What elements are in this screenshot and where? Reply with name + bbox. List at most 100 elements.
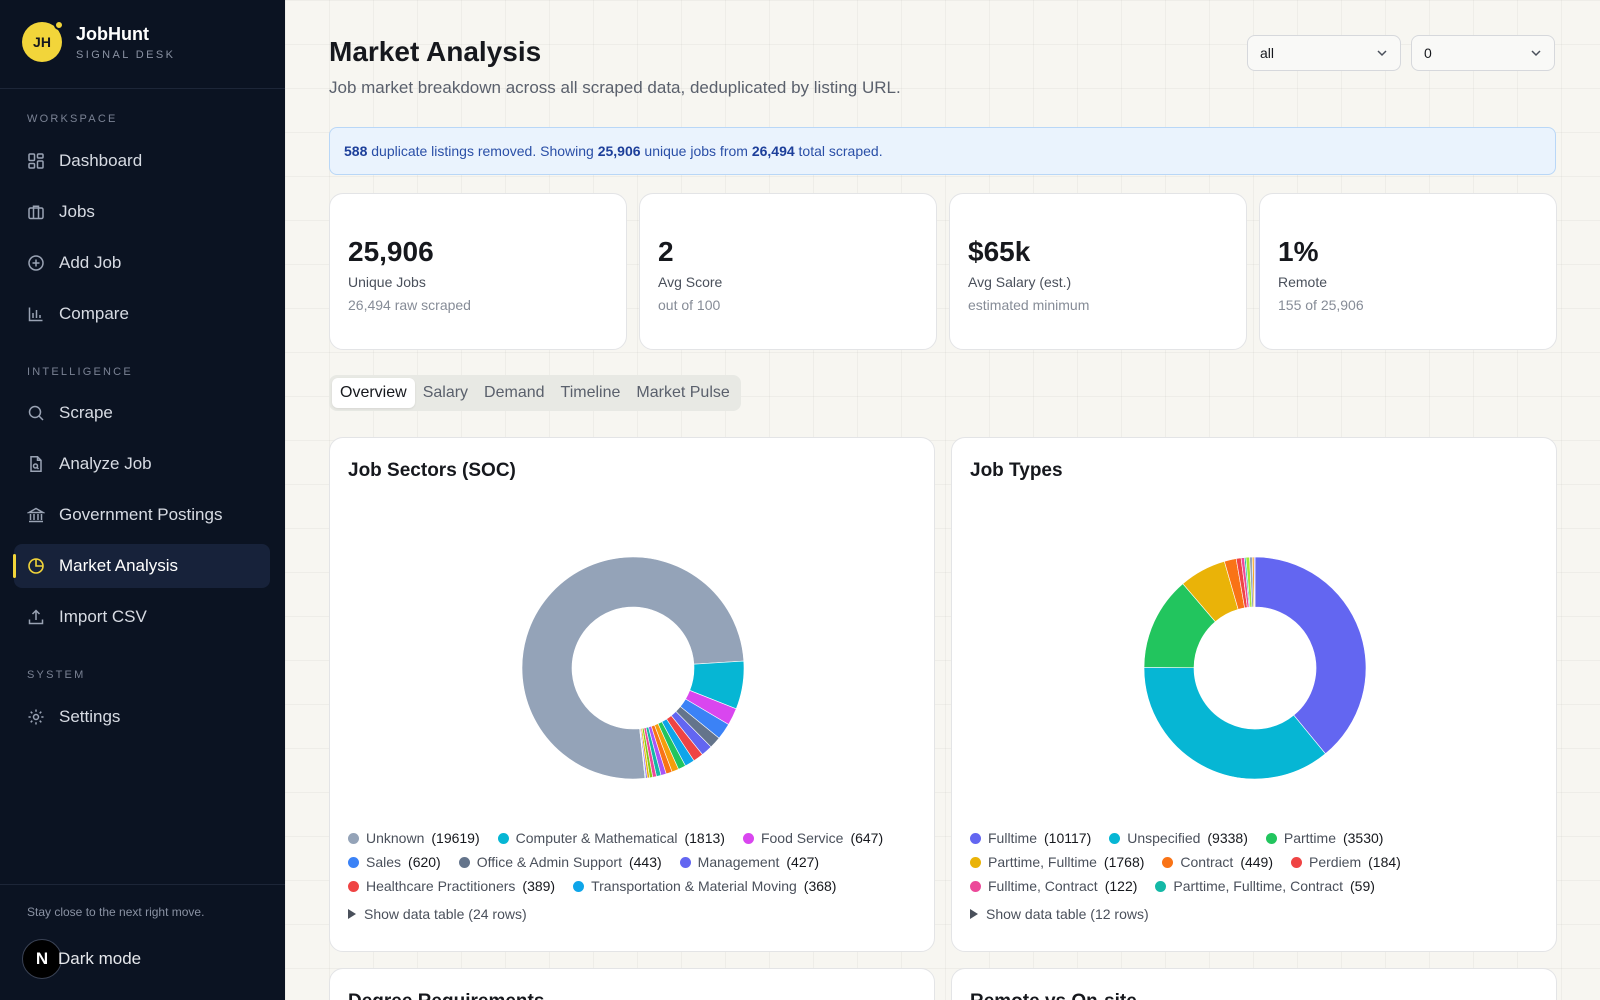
pie-slice[interactable]	[1253, 556, 1256, 608]
legend-dot	[679, 856, 691, 868]
donut-chart-job-sectors	[521, 556, 745, 780]
legend-item[interactable]: Unspecified (9338)	[1109, 830, 1248, 846]
stat-value: 25,906	[348, 236, 434, 267]
legend-item[interactable]: Sales (620)	[348, 854, 441, 870]
legend-item[interactable]: Office & Admin Support (443)	[458, 854, 662, 870]
panel-title: Degree Requirements	[348, 991, 544, 1000]
dark-mode-toggle[interactable]: N Dark mode	[22, 939, 141, 979]
show-data-table-toggle[interactable]: Show data table (12 rows)	[970, 906, 1149, 922]
briefcase-icon	[27, 203, 45, 221]
tab-demand[interactable]: Demand	[484, 384, 545, 401]
divider	[0, 88, 285, 89]
legend-count: (10117)	[1044, 830, 1092, 846]
dark-mode-label: Dark mode	[58, 949, 142, 968]
pie-slice[interactable]	[639, 728, 647, 779]
legend-item[interactable]: Management (427)	[679, 854, 819, 870]
sidebar-item-government-postings[interactable]: Government Postings	[14, 493, 270, 537]
legend-item[interactable]: Parttime, Fulltime, Contract (59)	[1155, 878, 1375, 894]
legend-dot	[348, 880, 359, 892]
sidebar-item-label: Compare	[59, 304, 129, 323]
legend-label: Unspecified	[1127, 830, 1201, 846]
legend-count: (122)	[1104, 878, 1138, 894]
legend-item[interactable]: Parttime (3530)	[1265, 830, 1384, 846]
sidebar-item-scrape[interactable]: Scrape	[14, 391, 270, 435]
sidebar-item-analyze-job[interactable]: Analyze Job	[14, 442, 270, 486]
legend-label: Computer & Mathematical	[515, 830, 678, 846]
sidebar-item-settings[interactable]: Settings	[14, 695, 270, 739]
sidebar-item-label: Dashboard	[59, 151, 143, 170]
legend-dot	[348, 856, 359, 868]
filter-select-1[interactable]: all	[1247, 35, 1401, 71]
legend-item[interactable]: Transportation & Material Moving (368)	[573, 878, 836, 894]
pie-slice[interactable]	[1143, 667, 1326, 780]
filter-select-2-value: 0	[1424, 45, 1432, 61]
legend-count: (19619)	[431, 830, 480, 846]
sidebar-item-jobs[interactable]: Jobs	[14, 190, 270, 234]
status-dot	[54, 20, 64, 30]
legend-label: Office & Admin Support	[476, 854, 622, 870]
legend-count: (3530)	[1342, 830, 1384, 846]
plus-circle-icon	[27, 254, 45, 272]
tab-salary[interactable]: Salary	[422, 384, 469, 401]
legend-label: Perdiem	[1309, 854, 1362, 870]
legend-label: Fulltime	[988, 830, 1038, 846]
sidebar-item-label: Market Analysis	[59, 556, 179, 575]
brand-subtitle: SIGNAL DESK	[76, 48, 176, 61]
dark-mode-badge: N	[22, 939, 62, 979]
legend-dot	[1109, 832, 1121, 844]
tab-overview[interactable]: Overview	[332, 378, 415, 408]
stat-label: Remote	[1278, 274, 1328, 290]
panel-job-sectors: Job Sectors (SOC) Unknown (19619) Computer…	[329, 437, 935, 952]
show-data-table-label: Show data table (24 rows)	[364, 906, 527, 922]
brand[interactable]: JH JobHunt SIGNAL DESK	[22, 20, 176, 62]
stat-label: Avg Score	[658, 274, 723, 290]
legend-dot	[1155, 880, 1167, 892]
sidebar-item-import-csv[interactable]: Import CSV	[14, 595, 270, 639]
legend-dot	[348, 832, 359, 844]
stat-card-unique-jobs: 25,906 Unique Jobs 26,494 raw scraped	[329, 193, 627, 350]
upload-icon	[27, 608, 45, 626]
legend-item[interactable]: Healthcare Practitioners (389)	[348, 878, 555, 894]
legend-count: (1813)	[684, 830, 725, 846]
tab-market-pulse[interactable]: Market Pulse	[636, 384, 730, 401]
pie-slice[interactable]	[1254, 556, 1367, 755]
legend-label: Parttime, Fulltime	[988, 854, 1097, 870]
panel-job-types: Job Types Fulltime (10117) Unspecified (933…	[951, 437, 1557, 952]
panel-remote-vs-onsite: Remote vs On-site	[951, 968, 1557, 1000]
banner-text: duplicate listings removed. Showing	[367, 143, 598, 159]
legend-count: (368)	[803, 878, 837, 894]
sidebar-item-dashboard[interactable]: Dashboard	[14, 139, 270, 183]
legend-label: Sales	[366, 854, 402, 870]
sidebar-item-label: Scrape	[59, 403, 113, 422]
search-icon	[27, 404, 45, 422]
brand-initials: JH	[33, 34, 51, 50]
legend-item[interactable]: Unknown (19619)	[348, 830, 480, 846]
legend-dot	[970, 880, 981, 892]
brand-logo: JH	[22, 20, 64, 62]
section-label-workspace: WORKSPACE	[27, 113, 118, 125]
pie-slice[interactable]	[521, 556, 745, 780]
sidebar-item-compare[interactable]: Compare	[14, 292, 270, 336]
legend-item[interactable]: Perdiem (184)	[1291, 854, 1401, 870]
legend-count: (9338)	[1207, 830, 1248, 846]
legend-count: (449)	[1240, 854, 1273, 870]
banner-text: total scraped.	[794, 143, 883, 159]
analysis-tabs: Overview Salary Demand Timeline Market P…	[329, 375, 741, 411]
show-data-table-label: Show data table (12 rows)	[986, 906, 1149, 922]
legend-item[interactable]: Computer & Mathematical (1813)	[497, 830, 725, 846]
show-data-table-toggle[interactable]: Show data table (24 rows)	[348, 906, 527, 922]
sidebar-item-market-analysis[interactable]: Market Analysis	[13, 544, 270, 588]
legend-dot	[1265, 832, 1277, 844]
filter-select-2[interactable]: 0	[1411, 35, 1555, 71]
divider	[0, 884, 285, 885]
sidebar-item-add-job[interactable]: Add Job	[14, 241, 270, 285]
legend-item[interactable]: Fulltime, Contract (122)	[970, 878, 1137, 894]
sidebar-item-label: Government Postings	[59, 505, 223, 524]
legend-item[interactable]: Fulltime (10117)	[970, 830, 1091, 846]
filter-select-1-value: all	[1260, 45, 1275, 61]
legend-item[interactable]: Parttime, Fulltime (1768)	[970, 854, 1144, 870]
tab-timeline[interactable]: Timeline	[560, 384, 621, 401]
stat-label: Avg Salary (est.)	[968, 274, 1072, 290]
legend-item[interactable]: Food Service (647)	[742, 830, 883, 846]
legend-item[interactable]: Contract (449)	[1162, 854, 1273, 870]
